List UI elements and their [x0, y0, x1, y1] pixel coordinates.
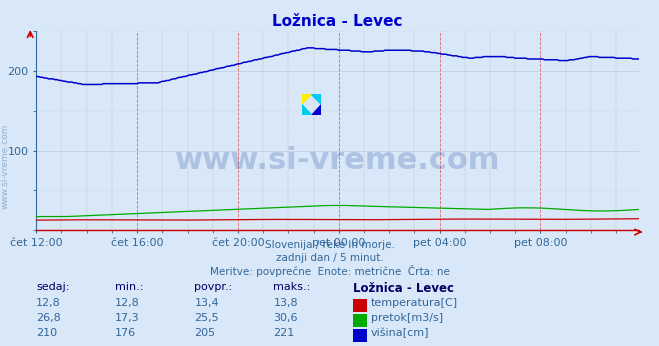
- Text: 210: 210: [36, 328, 57, 338]
- Text: Slovenija / reke in morje.: Slovenija / reke in morje.: [264, 240, 395, 251]
- Text: 13,8: 13,8: [273, 298, 298, 308]
- Polygon shape: [312, 94, 322, 104]
- Text: 17,3: 17,3: [115, 313, 140, 323]
- Text: povpr.:: povpr.:: [194, 282, 233, 292]
- Text: 13,4: 13,4: [194, 298, 219, 308]
- Polygon shape: [302, 94, 312, 104]
- Text: 30,6: 30,6: [273, 313, 298, 323]
- Polygon shape: [312, 104, 322, 115]
- Text: 221: 221: [273, 328, 295, 338]
- Title: Ložnica - Levec: Ložnica - Levec: [272, 13, 403, 29]
- Text: pretok[m3/s]: pretok[m3/s]: [371, 313, 443, 323]
- Text: 205: 205: [194, 328, 215, 338]
- Polygon shape: [302, 104, 312, 115]
- Text: maks.:: maks.:: [273, 282, 311, 292]
- Text: Meritve: povprečne  Enote: metrične  Črta: ne: Meritve: povprečne Enote: metrične Črta:…: [210, 265, 449, 277]
- Text: Ložnica - Levec: Ložnica - Levec: [353, 282, 453, 295]
- Text: min.:: min.:: [115, 282, 144, 292]
- Text: sedaj:: sedaj:: [36, 282, 70, 292]
- Text: 25,5: 25,5: [194, 313, 219, 323]
- Text: 26,8: 26,8: [36, 313, 61, 323]
- Text: www.si-vreme.com: www.si-vreme.com: [175, 146, 500, 175]
- Text: višina[cm]: višina[cm]: [371, 328, 430, 338]
- Text: 12,8: 12,8: [115, 298, 140, 308]
- Text: www.si-vreme.com: www.si-vreme.com: [1, 124, 10, 209]
- Text: 176: 176: [115, 328, 136, 338]
- Text: zadnji dan / 5 minut.: zadnji dan / 5 minut.: [275, 253, 384, 263]
- Text: temperatura[C]: temperatura[C]: [371, 298, 458, 308]
- Text: 12,8: 12,8: [36, 298, 61, 308]
